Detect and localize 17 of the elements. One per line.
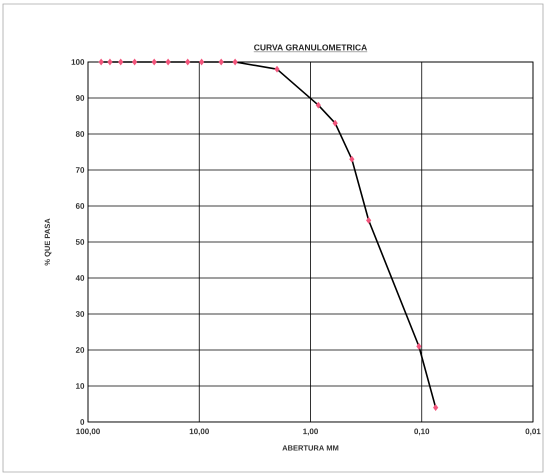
x-tick-label: 1,00 — [303, 428, 318, 436]
y-tick-label: 0 — [80, 419, 84, 425]
y-tick-label: 30 — [76, 311, 84, 317]
y-tick-label: 80 — [76, 131, 84, 137]
y-tick-label: 10 — [76, 383, 84, 389]
y-tick-label: 20 — [76, 347, 84, 353]
y-tick-label: 90 — [76, 95, 84, 101]
x-tick-label: 0,10 — [414, 428, 430, 436]
y-tick-label: 100 — [72, 59, 84, 65]
chart-title: CURVA GRANULOMETRICA — [254, 44, 367, 50]
x-tick-label: 100,00 — [76, 428, 100, 436]
y-tick-label: 70 — [76, 167, 84, 173]
x-tick-label: 10,00 — [190, 428, 209, 436]
y-tick-label: 50 — [76, 239, 84, 245]
y-tick-label: 40 — [76, 275, 84, 281]
x-tick-label: 0,01 — [526, 428, 541, 436]
y-tick-label: 60 — [76, 203, 84, 209]
